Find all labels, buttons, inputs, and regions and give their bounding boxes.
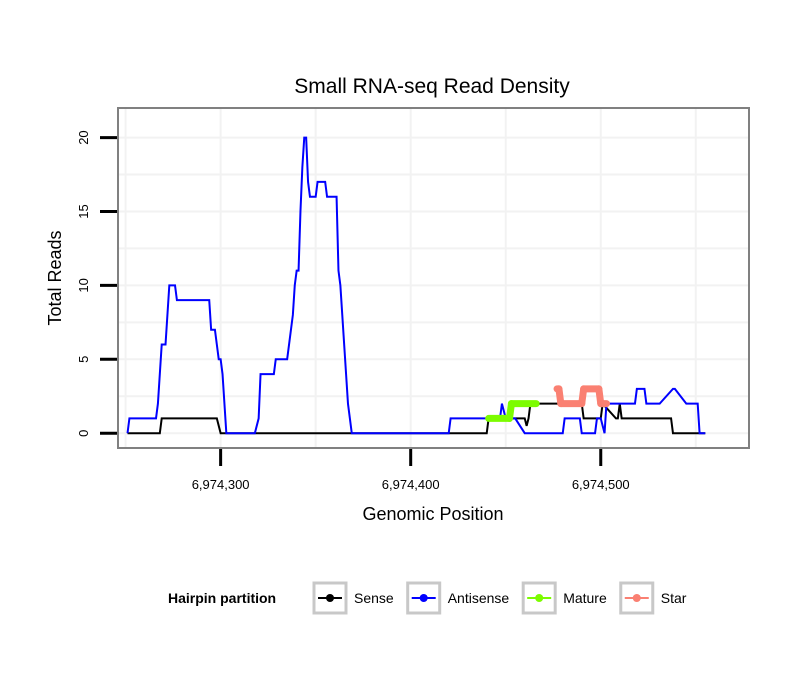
legend-key-dot-star (632, 594, 641, 602)
x-axis: 6,974,300 6,974,400 6,974,500 (192, 449, 630, 492)
x-tick-label: 6,974,500 (572, 477, 630, 492)
legend-item-mature: Mature (521, 581, 607, 615)
series-antisense-line (126, 136, 706, 435)
legend-item-antisense: Antisense (406, 581, 510, 615)
legend-label-antisense: Antisense (448, 590, 510, 606)
x-tick-label: 6,974,400 (382, 477, 440, 492)
legend-key-dot-sense (326, 594, 334, 602)
x-tick-label: 6,974,300 (192, 477, 250, 492)
legend-key-dot-mature (535, 594, 544, 602)
legend-item-star: Star (619, 581, 687, 615)
legend-key-dot-antisense (419, 594, 428, 602)
x-axis-title: Genomic Position (362, 504, 503, 524)
legend-item-sense: Sense (312, 581, 394, 615)
legend-label-star: Star (661, 590, 687, 606)
y-tick-label: 15 (76, 204, 91, 218)
legend-label-sense: Sense (354, 590, 394, 606)
y-tick-label: 0 (76, 430, 91, 437)
series-sense-line (127, 401, 706, 435)
y-tick-label: 5 (76, 356, 91, 363)
y-tick-label: 20 (76, 130, 91, 144)
y-tick-label: 10 (76, 278, 91, 292)
y-axis: 0 5 10 15 20 (76, 130, 117, 437)
legend: Hairpin partition Sense Antisense Mature St… (168, 581, 687, 615)
chart-title: Small RNA-seq Read Density (294, 75, 570, 98)
y-axis-title: Total Reads (45, 230, 65, 325)
legend-title: Hairpin partition (168, 590, 276, 606)
series-layer (126, 136, 706, 435)
legend-label-mature: Mature (563, 590, 607, 606)
